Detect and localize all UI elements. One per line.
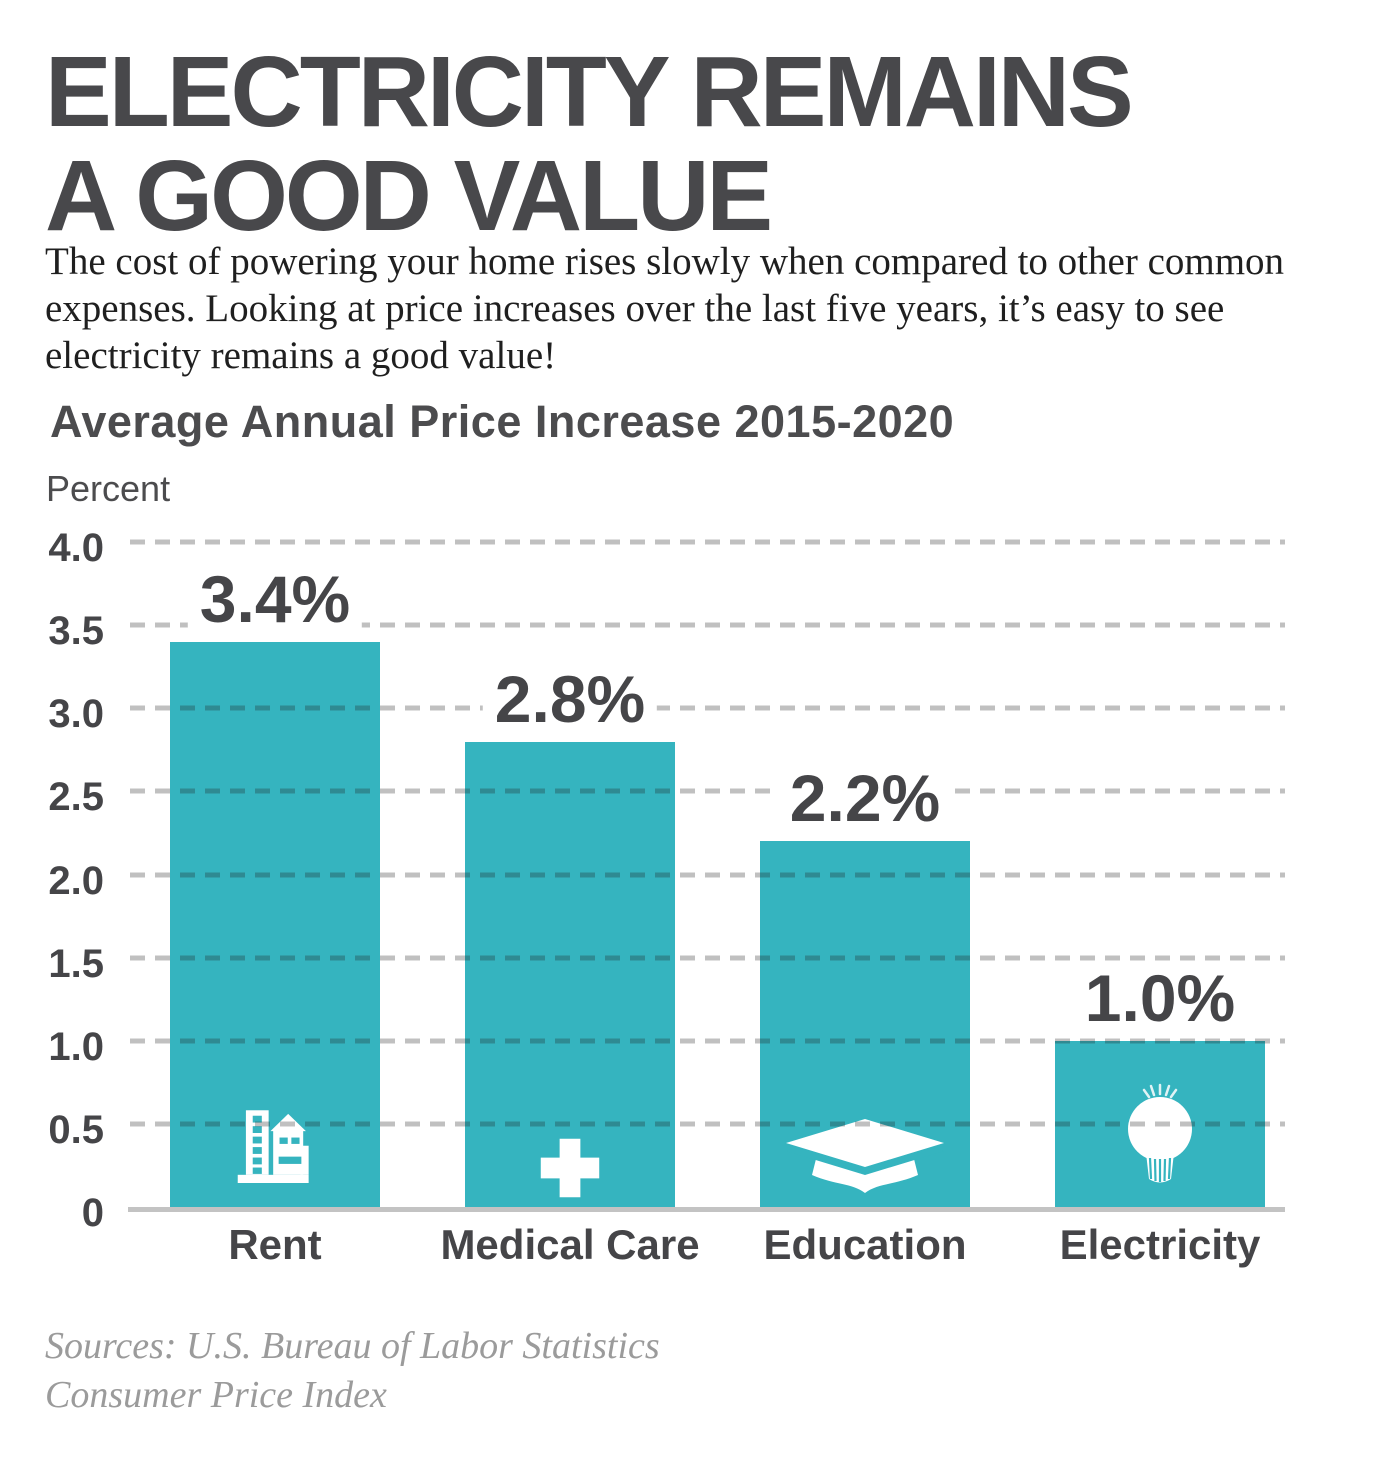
bar-group-rent: 3.4% xyxy=(170,542,380,1268)
building-icon xyxy=(237,1110,309,1183)
y-tick-label: 0.5 xyxy=(48,1107,104,1152)
y-tick-label: 2.5 xyxy=(48,775,104,820)
page-title-line1: ELECTRICITY REMAINS xyxy=(45,36,1134,148)
x-category-label-rent: Rent xyxy=(228,1221,322,1268)
x-category-label-medical-care: Medical Care xyxy=(440,1221,700,1268)
bar-group-medical-care: 2.8% Medical Care xyxy=(440,542,700,1268)
intro-paragraph: The cost of powering your home rises slo… xyxy=(45,240,1285,377)
bar-value-label-education: 2.2% xyxy=(777,765,953,832)
y-tick-label: 3.5 xyxy=(48,609,104,654)
medical-cross-icon xyxy=(540,1138,600,1198)
chart-title: Average Annual Price Increase 2015-2020 xyxy=(50,396,955,447)
y-axis-unit-label: Percent xyxy=(46,468,171,509)
y-tick-label: 0 xyxy=(81,1191,104,1235)
page-title-line2: A GOOD VALUE xyxy=(45,140,773,252)
bar-education xyxy=(760,841,970,1207)
source-note: Sources: U.S. Bureau of Labor Statistics… xyxy=(45,1322,660,1420)
y-tick-label: 3.0 xyxy=(48,692,104,737)
page-title: ELECTRICITY REMAINS A GOOD VALUE xyxy=(45,36,1134,252)
x-category-label-education: Education xyxy=(763,1221,967,1268)
x-category-label-electricity: Electricity xyxy=(1059,1221,1261,1268)
bar-group-education: 2.2% Education xyxy=(760,542,970,1268)
lightbulb-icon xyxy=(1128,1083,1192,1183)
source-line2: Consumer Price Index xyxy=(45,1374,387,1416)
y-tick-label: 1.5 xyxy=(48,941,104,986)
bar-group-electricity: 1.0% xyxy=(1055,542,1265,1268)
y-tick-label: 1.0 xyxy=(48,1024,104,1069)
y-tick-label: 2.0 xyxy=(48,858,104,903)
bar-value-label-electricity: 1.0% xyxy=(1072,964,1248,1031)
y-tick-label: 4.0 xyxy=(48,526,104,570)
bar-electricity xyxy=(1055,1040,1265,1207)
x-axis-line xyxy=(128,1207,1285,1212)
bar-medical-care xyxy=(465,741,675,1207)
source-line1: Sources: U.S. Bureau of Labor Statistics xyxy=(45,1325,660,1367)
graduation-cap-icon xyxy=(786,1119,944,1193)
bar-value-label-medical-care: 2.8% xyxy=(482,665,658,732)
bar-chart-plot: 3.4% xyxy=(48,528,1285,1268)
bar-value-label-rent: 3.4% xyxy=(187,565,363,632)
bar-rent xyxy=(170,641,380,1207)
